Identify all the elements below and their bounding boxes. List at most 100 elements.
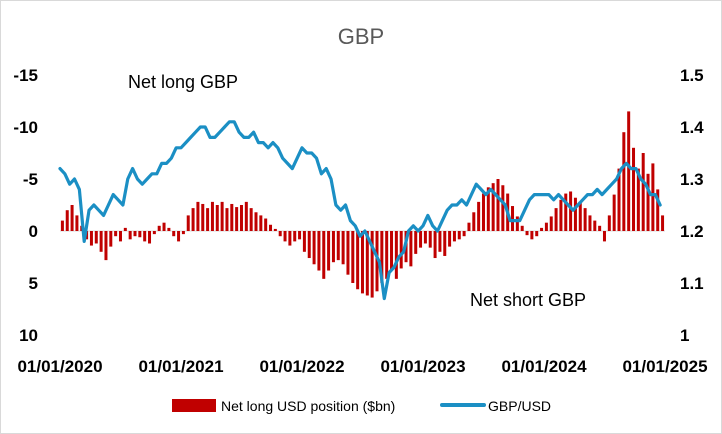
bar-67: [385, 231, 389, 279]
chart-title: GBP: [338, 24, 384, 49]
bar-91: [501, 185, 505, 231]
bar-76: [428, 231, 432, 248]
bar-102: [554, 208, 558, 231]
bar-14: [128, 231, 132, 240]
bar-38: [244, 201, 248, 231]
annotation: Net short GBP: [470, 290, 586, 310]
bar-46: [283, 231, 287, 242]
bar-82: [457, 231, 461, 240]
x-axis: 01/01/2020 01/01/2021 01/01/2022 01/01/2023…: [17, 357, 707, 376]
x-tick-label: 01/01/2020: [17, 357, 102, 376]
bar-1: [65, 210, 69, 231]
x-tick-label: 01/01/2023: [380, 357, 465, 376]
bar-45: [278, 231, 282, 237]
left-tick-label: -10: [13, 118, 38, 137]
right-tick-label: 1.2: [680, 222, 704, 241]
bar-110: [593, 220, 597, 231]
bar-17: [143, 231, 147, 242]
right-tick-label: 1.1: [680, 274, 704, 293]
bar-25: [181, 231, 185, 235]
annotations: Net long GBP Net short GBP: [128, 72, 586, 310]
bar-11: [114, 231, 118, 237]
bar-36: [235, 207, 239, 231]
bar-114: [612, 194, 616, 231]
bar-88: [486, 187, 490, 231]
bar-121: [646, 173, 650, 231]
bar-58: [341, 231, 345, 265]
bar-70: [399, 231, 403, 269]
bar-34: [225, 208, 229, 231]
bar-107: [578, 201, 582, 231]
bar-97: [530, 231, 534, 240]
bar-63: [365, 231, 369, 296]
bar-41: [259, 215, 263, 231]
bar-68: [390, 231, 394, 271]
bar-15: [133, 231, 137, 237]
bar-120: [641, 153, 645, 231]
bar-104: [564, 193, 568, 231]
bar-31: [210, 201, 214, 231]
bar-72: [409, 231, 413, 267]
x-tick-label: 01/01/2025: [622, 357, 707, 376]
bar-57: [336, 231, 340, 261]
bar-37: [239, 205, 243, 231]
x-tick-label: 01/01/2022: [259, 357, 344, 376]
bar-65: [375, 231, 379, 292]
bar-series: [60, 111, 665, 298]
bar-28: [196, 201, 200, 231]
bar-62: [360, 231, 364, 294]
bar-115: [617, 168, 621, 231]
right-tick-label: 1.4: [680, 118, 704, 137]
bar-27: [191, 208, 195, 231]
left-tick-label: -15: [13, 66, 38, 85]
bar-109: [588, 215, 592, 231]
bar-32: [215, 205, 219, 231]
bar-52: [312, 231, 316, 265]
bar-29: [201, 203, 205, 231]
bar-51: [307, 231, 311, 259]
bar-119: [636, 168, 640, 231]
bar-26: [186, 215, 190, 231]
bar-53: [317, 231, 321, 271]
bar-118: [632, 147, 636, 231]
bar-48: [293, 231, 297, 242]
right-tick-label: 1.3: [680, 170, 704, 189]
left-tick-label: 5: [29, 274, 38, 293]
right-axis: 1.5 1.4 1.3 1.2 1.1 1: [680, 66, 704, 345]
bar-47: [288, 231, 292, 246]
bar-0: [60, 220, 64, 231]
bar-80: [448, 231, 452, 247]
bar-78: [438, 231, 442, 252]
bar-74: [419, 231, 423, 248]
bar-12: [118, 231, 122, 242]
bar-85: [472, 212, 476, 231]
bar-111: [598, 225, 602, 231]
bar-116: [622, 132, 626, 231]
bar-75: [423, 231, 427, 244]
bar-87: [481, 193, 485, 231]
bar-20: [157, 225, 161, 231]
bar-95: [520, 225, 524, 231]
bar-105: [569, 191, 573, 231]
bar-8: [99, 231, 103, 252]
bar-108: [583, 208, 587, 231]
bar-98: [535, 231, 539, 237]
bar-84: [467, 222, 471, 231]
x-tick-label: 01/01/2021: [138, 357, 223, 376]
bar-19: [152, 231, 156, 235]
bar-79: [443, 231, 447, 256]
bar-122: [651, 163, 655, 231]
bar-2: [70, 205, 74, 231]
bar-44: [273, 228, 277, 231]
bar-9: [104, 231, 108, 261]
bar-7: [94, 231, 98, 244]
left-tick-label: 10: [19, 326, 38, 345]
bar-99: [540, 227, 544, 231]
bar-73: [414, 231, 418, 254]
gbpusd-line: [58, 120, 662, 301]
legend: Net long USD position ($bn) GBP/USD: [172, 398, 551, 414]
bar-30: [206, 208, 210, 231]
bar-56: [331, 231, 335, 263]
bar-61: [356, 231, 360, 290]
